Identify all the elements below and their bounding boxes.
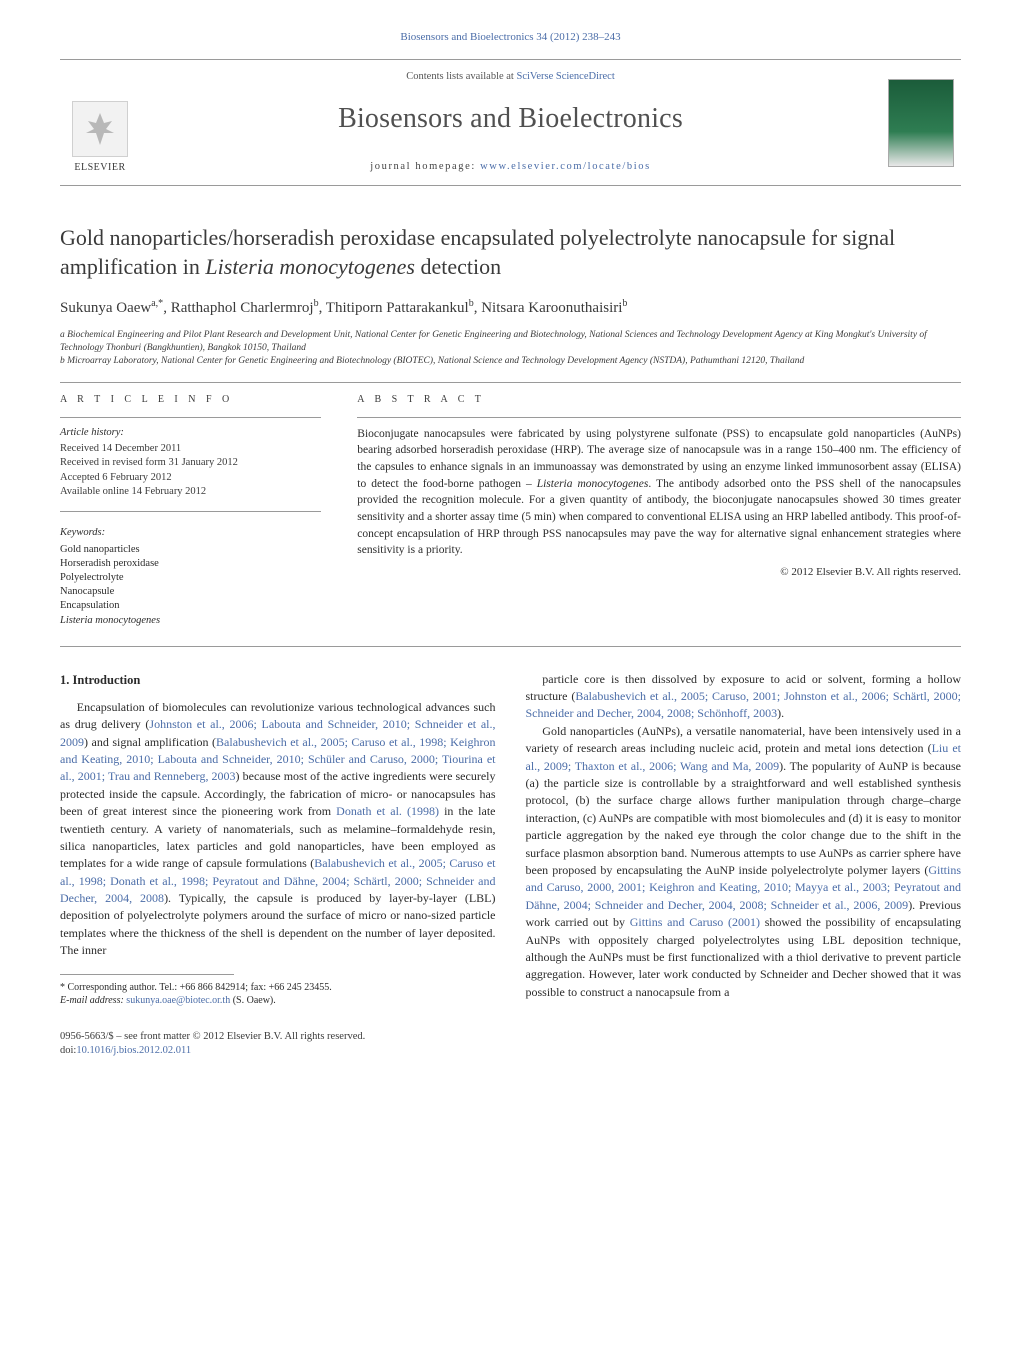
author-list: Sukunya Oaewa,*, Ratthaphol Charlermrojb…	[60, 297, 961, 319]
email-label: E-mail address:	[60, 995, 124, 1006]
rule-top	[60, 382, 961, 383]
intro-para-3: Gold nanoparticles (AuNPs), a versatile …	[526, 723, 962, 1001]
keyword-2: Polyelectrolyte	[60, 571, 321, 585]
title-post: detection	[415, 254, 501, 279]
article-body: 1. Introduction Encapsulation of biomole…	[60, 671, 961, 1008]
journal-masthead: ELSEVIER Contents lists available at Sci…	[60, 59, 961, 186]
page-footer: 0956-5663/$ – see front matter © 2012 El…	[60, 1030, 961, 1059]
rule-body	[60, 646, 961, 647]
abs-rule	[357, 417, 961, 418]
abstract-block: A B S T R A C T Bioconjugate nanocapsule…	[357, 393, 961, 628]
kw-rule	[60, 511, 321, 512]
affiliation-a: a Biochemical Engineering and Pilot Plan…	[60, 329, 961, 355]
keyword-4: Encapsulation	[60, 599, 321, 613]
doi-label: doi:	[60, 1045, 76, 1056]
history-accepted: Accepted 6 February 2012	[60, 471, 321, 485]
homepage-link[interactable]: www.elsevier.com/locate/bios	[480, 161, 651, 172]
p3-t1: ). The popularity of AuNP is because (a)…	[526, 759, 962, 877]
email-who: (S. Oaew).	[230, 995, 276, 1006]
elsevier-tree-icon	[72, 101, 128, 157]
cover-thumb-wrap	[881, 70, 961, 175]
cite-link[interactable]: Donath et al. (1998)	[336, 804, 439, 818]
keyword-0: Gold nanoparticles	[60, 543, 321, 557]
footnote-contact: * Corresponding author. Tel.: +66 866 84…	[60, 981, 496, 995]
doi-line: doi:10.1016/j.bios.2012.02.011	[60, 1044, 365, 1059]
affiliation-b: b Microarray Laboratory, National Center…	[60, 355, 961, 368]
keyword-1: Horseradish peroxidase	[60, 557, 321, 571]
footnote-email-line: E-mail address: sukunya.oae@biotec.or.th…	[60, 994, 496, 1008]
keyword-3: Nanocapsule	[60, 585, 321, 599]
contents-prefix: Contents lists available at	[406, 71, 516, 82]
info-rule	[60, 417, 321, 418]
doi-link[interactable]: 10.1016/j.bios.2012.02.011	[76, 1045, 191, 1056]
journal-cover-thumbnail	[888, 79, 954, 167]
corresponding-footnote: * Corresponding author. Tel.: +66 866 84…	[60, 981, 496, 1008]
p2-t1: ).	[777, 706, 784, 720]
footnote-separator	[60, 974, 234, 975]
intro-para-2: particle core is then dissolved by expos…	[526, 671, 962, 723]
cite-link[interactable]: Gittins and Caruso (2001)	[630, 915, 760, 929]
p1-t1: ) and signal amplification (	[84, 735, 216, 749]
article-info-head: A R T I C L E I N F O	[60, 393, 321, 407]
affiliations: a Biochemical Engineering and Pilot Plan…	[60, 329, 961, 367]
abstract-head: A B S T R A C T	[357, 393, 961, 407]
publisher-block: ELSEVIER	[60, 70, 140, 175]
abstract-copyright: © 2012 Elsevier B.V. All rights reserved…	[357, 565, 961, 580]
history-online: Available online 14 February 2012	[60, 485, 321, 499]
history-revised: Received in revised form 31 January 2012	[60, 456, 321, 470]
publisher-name: ELSEVIER	[74, 161, 125, 175]
title-italic-species: Listeria monocytogenes	[205, 254, 415, 279]
intro-para-1: Encapsulation of biomolecules can revolu…	[60, 699, 496, 960]
footer-left: 0956-5663/$ – see front matter © 2012 El…	[60, 1030, 365, 1059]
sciencedirect-link[interactable]: SciVerse ScienceDirect	[516, 71, 614, 82]
cite-link[interactable]: Balabushevich et al., 2005; Caruso, 2001…	[526, 689, 962, 720]
journal-title: Biosensors and Bioelectronics	[338, 99, 683, 138]
email-link[interactable]: sukunya.oae@biotec.or.th	[126, 995, 230, 1006]
homepage-prefix: journal homepage:	[370, 161, 480, 172]
article-info: A R T I C L E I N F O Article history: R…	[60, 393, 321, 628]
contents-available: Contents lists available at SciVerse Sci…	[406, 70, 614, 85]
keyword-5: Listeria monocytogenes	[60, 614, 321, 628]
keywords-head: Keywords:	[60, 526, 321, 541]
meta-abstract-row: A R T I C L E I N F O Article history: R…	[60, 393, 961, 628]
section-1-head: 1. Introduction	[60, 671, 496, 689]
running-cite: Biosensors and Bioelectronics 34 (2012) …	[60, 30, 961, 45]
history-received: Received 14 December 2011	[60, 442, 321, 456]
p3-t0: Gold nanoparticles (AuNPs), a versatile …	[526, 724, 962, 755]
article-title: Gold nanoparticles/horseradish peroxidas…	[60, 224, 961, 281]
abstract-species: Listeria monocytogenes	[537, 478, 649, 490]
history-head: Article history:	[60, 426, 321, 441]
journal-homepage: journal homepage: www.elsevier.com/locat…	[370, 160, 651, 175]
abstract-text: Bioconjugate nanocapsules were fabricate…	[357, 426, 961, 559]
front-matter-line: 0956-5663/$ – see front matter © 2012 El…	[60, 1030, 365, 1045]
masthead-center: Contents lists available at SciVerse Sci…	[156, 70, 865, 175]
